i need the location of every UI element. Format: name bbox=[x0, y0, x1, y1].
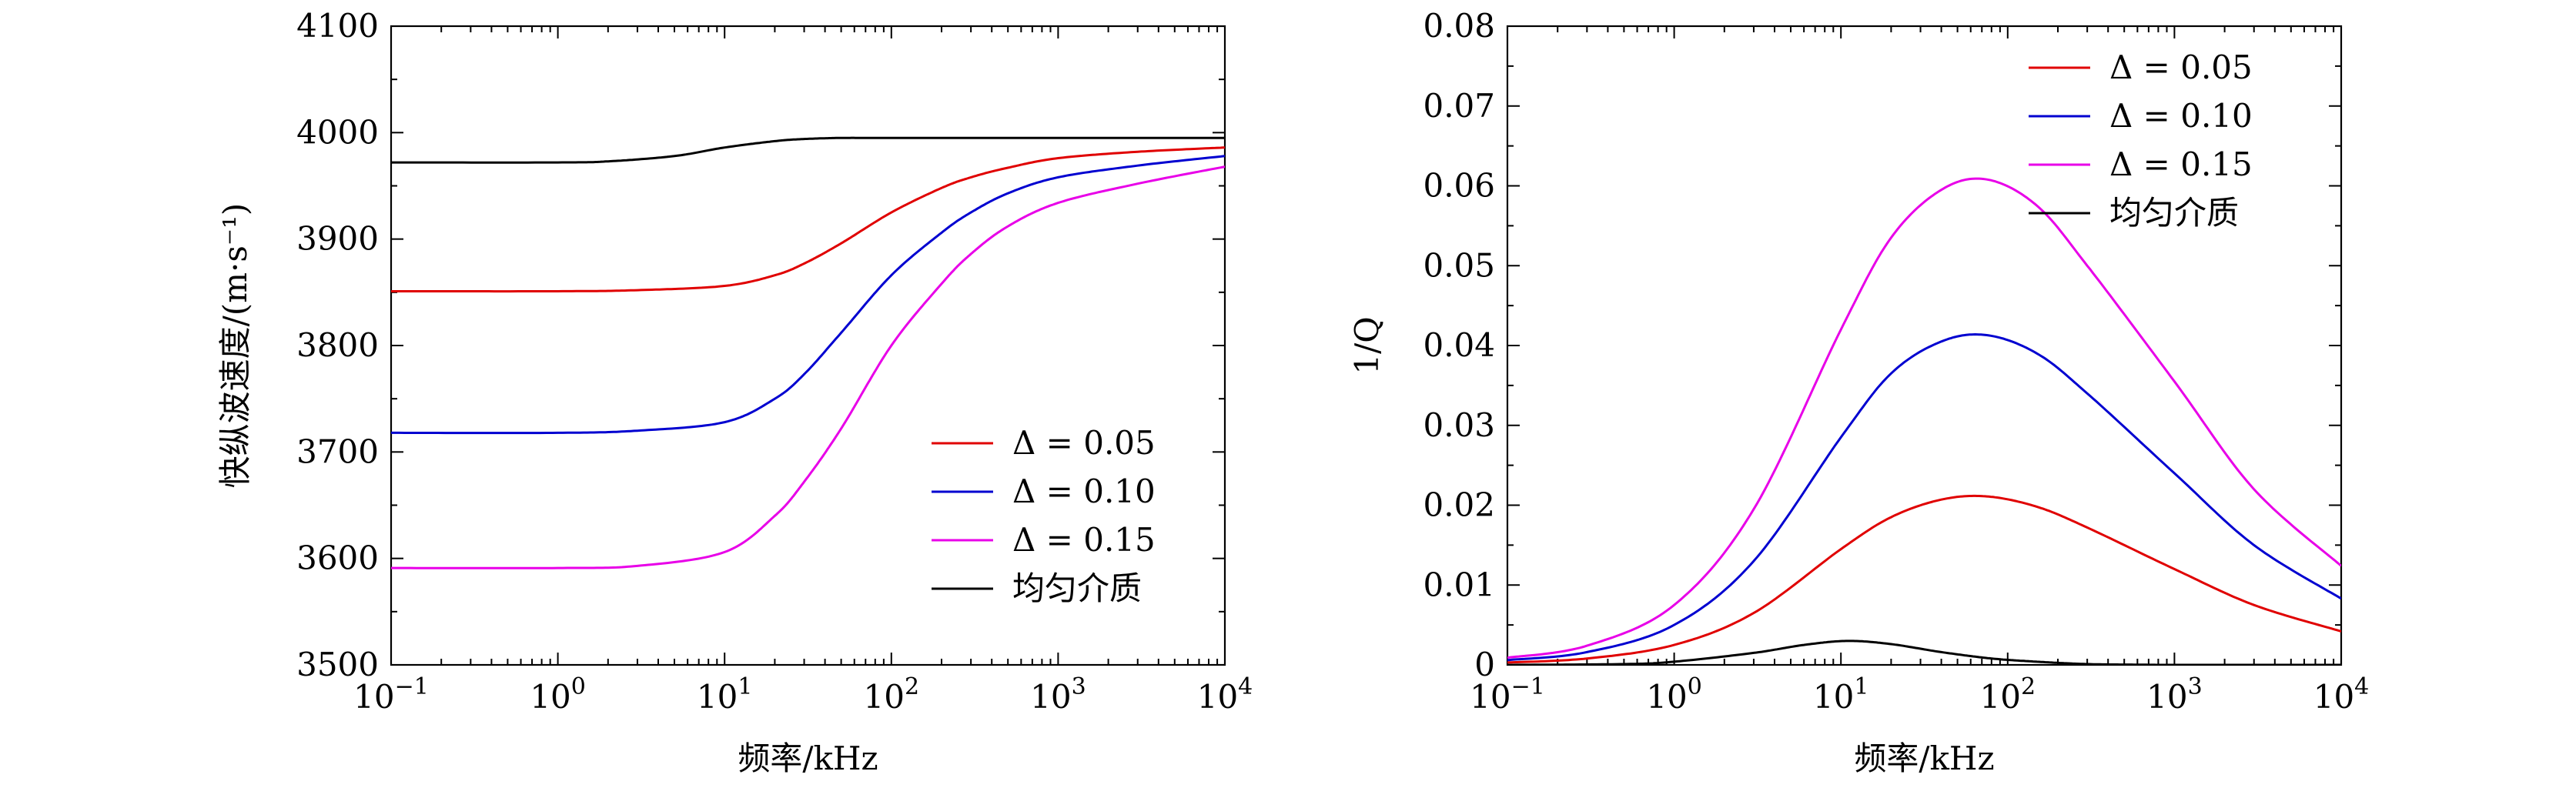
x-tick-label: 102 bbox=[1980, 673, 2036, 716]
series-line-2 bbox=[1507, 177, 2341, 659]
legend-label-0: Δ = 0.05 bbox=[1012, 424, 1156, 462]
y-tick-label: 3500 bbox=[296, 646, 379, 683]
y-tick-label: 0.06 bbox=[1423, 167, 1495, 205]
y-tick-label: 4000 bbox=[296, 113, 379, 151]
y-axis-title: 快纵波速度/(m·s⁻¹) bbox=[216, 203, 254, 489]
legend-label-1: Δ = 0.10 bbox=[1012, 472, 1156, 510]
right-chart-attenuation: 10−1 100 101 102 103 104 0 0.01 0.02 0.03 0.04 0.05… bbox=[1348, 7, 2369, 777]
y-axis-title: 1/Q bbox=[1348, 316, 1386, 374]
x-tick-label: 100 bbox=[530, 673, 586, 716]
x-tick-label: 103 bbox=[2146, 673, 2203, 716]
y-tick-label: 4100 bbox=[296, 7, 379, 45]
x-tick-label: 100 bbox=[1646, 673, 1702, 716]
y-tick-label: 0.03 bbox=[1423, 406, 1495, 444]
legend-label-3: 均匀介质 bbox=[1012, 569, 1142, 607]
x-tick-label: 10−1 bbox=[1470, 673, 1545, 716]
x-tick-label: 101 bbox=[697, 673, 753, 716]
x-axis-title: 频率/kHz bbox=[738, 740, 878, 777]
series-line-3 bbox=[1507, 639, 2341, 665]
y-tick-label: 3600 bbox=[296, 539, 379, 577]
y-tick-label: 0.04 bbox=[1423, 326, 1495, 364]
series-line-3 bbox=[391, 136, 1225, 164]
x-tick-label: 104 bbox=[1197, 673, 1253, 716]
left-chart-velocity: 10−1 100 101 102 103 104350036003700380039004… bbox=[216, 7, 1253, 777]
series-line-0 bbox=[391, 146, 1225, 293]
y-tick-label: 0.08 bbox=[1423, 7, 1495, 45]
y-tick-label: 3800 bbox=[296, 326, 379, 364]
y-tick-label: 0.02 bbox=[1423, 486, 1495, 524]
series-line-1 bbox=[391, 155, 1225, 435]
y-tick-label: 0.01 bbox=[1423, 566, 1495, 603]
legend-label-1: Δ = 0.10 bbox=[2109, 97, 2253, 135]
y-tick-label: 0.07 bbox=[1423, 87, 1495, 125]
series-line-2 bbox=[391, 165, 1225, 569]
y-tick-label: 0.05 bbox=[1423, 246, 1495, 284]
legend-label-2: Δ = 0.15 bbox=[1012, 521, 1156, 559]
x-tick-label: 103 bbox=[1030, 673, 1086, 716]
series-line-0 bbox=[1507, 494, 2341, 664]
x-tick-label: 102 bbox=[864, 673, 920, 716]
x-tick-label: 104 bbox=[2313, 673, 2370, 716]
legend-label-2: Δ = 0.15 bbox=[2109, 145, 2253, 183]
y-tick-label: 3700 bbox=[296, 432, 379, 470]
y-tick-label: 0 bbox=[1474, 646, 1495, 683]
y-tick-label: 3900 bbox=[296, 220, 379, 258]
series-line-1 bbox=[1507, 332, 2341, 662]
legend-label-3: 均匀介质 bbox=[2109, 194, 2239, 232]
x-axis-title: 频率/kHz bbox=[1854, 740, 1994, 777]
legend-label-0: Δ = 0.05 bbox=[2109, 48, 2253, 86]
x-tick-label: 101 bbox=[1813, 673, 1869, 716]
